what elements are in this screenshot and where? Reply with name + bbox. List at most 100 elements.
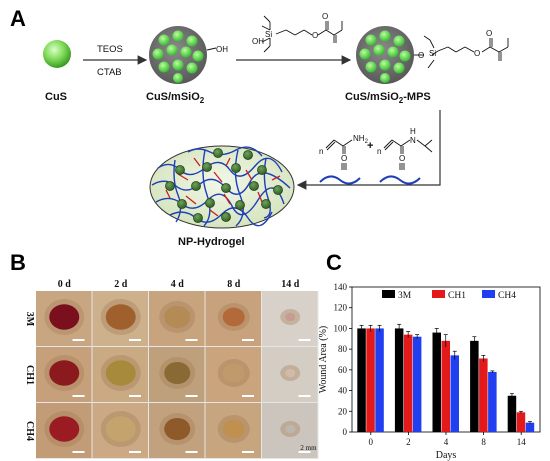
bar-3m-day-0 [357,328,366,432]
x-tick-label: 2 [406,437,411,447]
oh-group: OH [216,45,228,54]
column-label-day: 0 d [58,279,72,290]
wound-spot [164,305,191,329]
wound-spot [105,304,136,330]
bar-3m-day-14 [507,395,517,432]
nipam-monomer [379,139,433,185]
grafted-carbonyl-o: O [486,29,492,38]
wound-spot [164,417,191,441]
plus-sign: + [367,140,373,152]
bar-ch1-day-2 [403,334,413,432]
legend-label: 3M [398,291,412,301]
mps-ester-o: O [312,31,318,40]
wound-spot [222,307,245,327]
cus-msio2-label: CuS/mSiO2 [146,91,205,105]
arrow-to-hydrogel [296,110,441,190]
bar-ch1-day-14 [516,412,526,432]
row-label-group: CH4 [24,421,35,441]
monomer1-n-prefix: n [319,147,323,156]
monomer2-n: N [410,136,416,145]
mps-oh: OH [252,37,264,46]
monomer2-o: O [399,154,405,163]
wound-spot [49,360,80,386]
y-tick-label: 0 [343,427,348,437]
wound-spot [285,368,296,378]
x-axis-title: Days [436,450,457,461]
np-hydrogel [149,145,295,229]
wound-spot [285,312,296,322]
bar-ch1-day-8 [479,358,488,432]
bar-ch1-day-4 [441,340,450,432]
acrylamide-monomer [319,139,361,185]
panel-c: C 0 20 40 60 80 100 120 140 0 2 4 8 14 Days Wound Area… [318,250,541,461]
mps-carbonyl-o: O [322,12,328,21]
panel-b: B 0 d 2 d 4 d 8 d 14 d 3M CH1 CH4 2 mm [10,250,319,459]
bar-3m-day-4 [432,332,441,432]
legend-swatch [432,290,445,298]
column-label-day: 14 d [281,279,300,290]
bar-ch4-day-14 [525,422,535,432]
panel-b-letter: B [10,250,26,275]
x-tick-label: 8 [481,437,486,447]
column-label-day: 8 d [227,279,241,290]
x-tick-label: 4 [444,437,449,447]
monomer1-o: O [341,154,347,163]
cus-msio2-particle [149,26,207,84]
bar-ch4-day-0 [375,328,384,432]
cus-sphere [43,40,71,68]
grafted-si-atom: Si [429,49,436,58]
scale-bar-label: 2 mm [300,444,317,452]
monomer2-h: H [410,127,416,136]
wound-spot [49,304,80,330]
bar-ch1-day-0 [366,328,375,432]
bar-ch4-day-2 [412,336,422,432]
wound-spot [164,361,191,385]
reagent-ctab: CTAB [97,67,122,78]
grafted-o-1: O [418,51,424,60]
wound-spot [222,363,245,383]
legend-swatch [482,290,495,298]
mps-structure [261,15,343,53]
y-tick-label: 60 [338,365,348,375]
panel-c-letter: C [326,250,342,275]
bar-ch4-day-8 [488,371,497,432]
bar-3m-day-2 [394,328,404,432]
y-tick-label: 100 [334,323,348,333]
wound-spot [222,419,245,439]
y-tick-label: 120 [334,303,348,313]
column-label-day: 4 d [171,279,185,290]
legend-label: CH4 [498,291,516,301]
y-tick-label: 40 [338,386,348,396]
monomer1-nh2: NH2 [353,134,369,145]
y-tick-label: 20 [338,406,348,416]
wound-area-chart: 0 20 40 60 80 100 120 140 0 2 4 8 14 Days Wound Area (… [318,282,541,461]
wound-spot [49,416,80,442]
cus-msio2-mps-label: CuS/mSiO2-MPS [345,91,431,105]
panel-a-letter: A [10,6,26,31]
row-label-group: 3M [24,312,35,327]
cus-msio2-mps-particle [356,26,414,84]
monomer2-n-prefix: n [377,147,381,156]
bar-3m-day-8 [470,340,479,432]
wound-spot [105,416,136,442]
mps-si-atom: Si [265,30,272,39]
x-tick-label: 0 [369,437,374,447]
y-tick-label: 80 [338,344,348,354]
grafted-mps [414,35,509,69]
column-label-day: 2 d [114,279,128,290]
legend-swatch [382,290,395,298]
bar-ch4-day-4 [450,355,459,432]
cus-label: CuS [45,91,67,103]
grafted-ester-o: O [474,49,480,58]
wound-spot [105,360,136,386]
reagent-teos: TEOS [97,44,123,55]
hydrogel-label: NP-Hydrogel [178,236,245,248]
y-tick-label: 140 [334,282,348,292]
x-tick-label: 14 [517,437,527,447]
wound-photo-grid: 0 d 2 d 4 d 8 d 14 d 3M CH1 CH4 2 mm [24,279,319,459]
row-label-group: CH1 [24,365,35,385]
panel-a: A CuS TEOS CTAB OH CuS/mSiO2 [10,6,509,248]
y-axis-title: Wound Area (%) [318,326,329,394]
wound-spot [285,424,296,434]
